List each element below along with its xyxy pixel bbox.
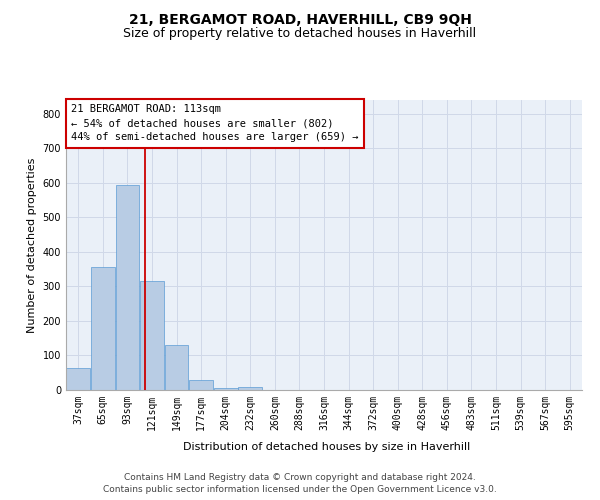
Bar (140, 281, 164, 390)
Bar (91, 268, 115, 390)
Text: Contains public sector information licensed under the Open Government Licence v3: Contains public sector information licen… (103, 485, 497, 494)
Y-axis label: Number of detached properties: Number of detached properties (27, 158, 37, 332)
Bar (67, 368, 90, 390)
Bar (214, 388, 238, 390)
Text: Size of property relative to detached houses in Haverhill: Size of property relative to detached ho… (124, 28, 476, 40)
Bar (164, 345, 188, 390)
Text: Contains HM Land Registry data © Crown copyright and database right 2024.: Contains HM Land Registry data © Crown c… (124, 472, 476, 482)
Bar (238, 386, 262, 390)
Bar (189, 380, 213, 390)
Text: 21 BERGAMOT ROAD: 113sqm
← 54% of detached houses are smaller (802)
44% of semi-: 21 BERGAMOT ROAD: 113sqm ← 54% of detach… (71, 104, 359, 142)
Text: Distribution of detached houses by size in Haverhill: Distribution of detached houses by size … (184, 442, 470, 452)
Bar (116, 184, 139, 390)
Text: 21, BERGAMOT ROAD, HAVERHILL, CB9 9QH: 21, BERGAMOT ROAD, HAVERHILL, CB9 9QH (128, 12, 472, 26)
